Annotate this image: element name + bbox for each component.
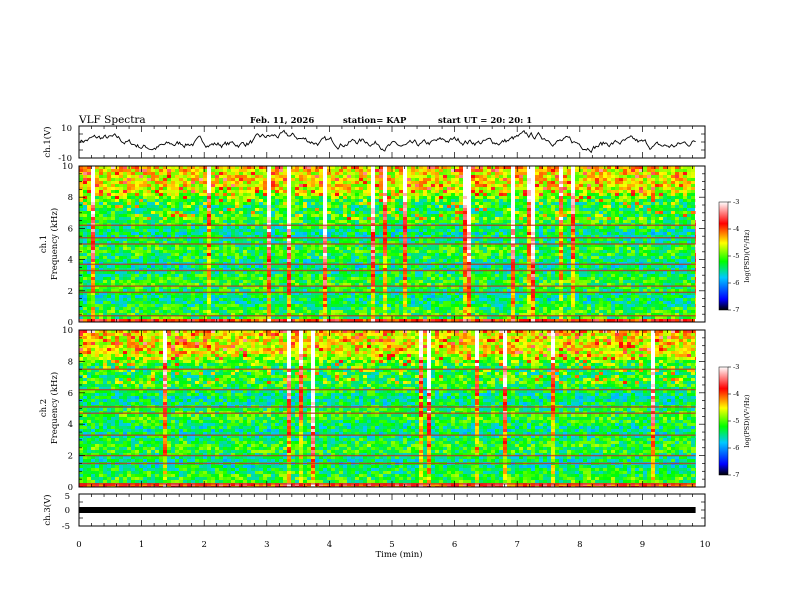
narrowband-line: [79, 285, 696, 287]
colorbar-tick-label: -4: [733, 225, 739, 233]
colorbar-tick-label: -5: [733, 252, 739, 260]
narrowband-line: [79, 291, 696, 294]
frequency-tick-label: 10: [62, 162, 73, 172]
ch1-spectrogram-panel: 0 2 4 6 8 10 ch.1 Frequency (kHz): [39, 162, 706, 328]
time-tick-label: 4: [327, 540, 332, 550]
ch3-waveform-trace: [79, 507, 696, 513]
ch1-frequency-label: Frequency (kHz): [49, 208, 60, 280]
frequency-tick-label: 0: [68, 318, 73, 328]
ch2-frequency-label: Frequency (kHz): [49, 372, 60, 444]
time-tick-label: 8: [577, 540, 582, 550]
time-axis-label: Time (min): [375, 549, 422, 560]
ch1-colorbar-label: log(PSD)(V²/Hz): [743, 229, 751, 282]
ch1-spectrogram-image: [79, 166, 696, 323]
ch2-colorbar: -3 -4 -5 -6 -7 log(PSD)(V²/Hz): [718, 363, 751, 479]
time-tick-label: 9: [640, 540, 645, 550]
ch3-ytick-top: 5: [65, 492, 70, 502]
colorbar-tick-label: -3: [733, 363, 739, 371]
colorbar-tick-label: -4: [733, 390, 739, 398]
colorbar-tick-label: -7: [733, 306, 739, 314]
time-tick-label: 1: [139, 540, 144, 550]
narrowband-line: [79, 263, 696, 265]
frequency-tick-label: 2: [68, 287, 73, 297]
ch1-ytick-top: 10: [61, 124, 72, 134]
narrowband-line: [79, 434, 696, 436]
time-tick-label: 2: [201, 540, 206, 550]
ch1-colorbar: -3 -4 -5 -6 -7 log(PSD)(V²/Hz): [718, 198, 751, 314]
ch3-ylabel: ch.3(V): [42, 494, 53, 525]
colorbar-tick-label: -3: [733, 198, 739, 206]
ch1-ylabel: ch.1: [39, 235, 49, 253]
colorbar-tick-label: -5: [733, 417, 739, 425]
narrowband-line: [79, 315, 696, 317]
narrowband-line: [79, 462, 696, 465]
frequency-tick-label: 8: [68, 193, 73, 203]
ch2-spectrogram-panel: 0 2 4 6 8 10 ch.2 Frequency (kHz): [39, 326, 706, 493]
time-tick-label: 3: [264, 540, 269, 550]
frequency-tick-label: 2: [68, 452, 73, 462]
narrowband-line: [79, 269, 696, 272]
ch2-colorbar-gradient: [718, 366, 729, 476]
ch1-ylabel: ch.1(V): [42, 126, 53, 157]
time-axis: 0 1 2 3 4 5 6 7 8 9 10: [76, 540, 710, 550]
narrowband-line: [79, 243, 696, 245]
ch1-waveform-trace: [79, 129, 696, 154]
narrowband-line: [79, 406, 696, 408]
ch1-waveform-panel: 10 -10 ch.1(V): [42, 124, 706, 164]
time-tick-label: 5: [389, 540, 394, 550]
frequency-tick-label: 0: [68, 483, 73, 493]
time-tick-label: 10: [700, 540, 711, 550]
date-label: Feb. 11, 2026: [250, 116, 314, 126]
frequency-tick-label: 4: [68, 420, 73, 430]
time-tick-label: 0: [76, 540, 81, 550]
frequency-tick-label: 6: [68, 224, 73, 234]
frequency-tick-label: 4: [68, 256, 73, 266]
narrowband-line: [79, 368, 696, 370]
colorbar-tick-label: -6: [733, 279, 739, 287]
narrowband-line: [79, 454, 696, 457]
start-ut-label: start UT = 20: 20: 1: [438, 116, 532, 126]
ch1-colorbar-gradient: [718, 201, 729, 311]
narrowband-line: [79, 483, 696, 485]
time-tick-label: 6: [452, 540, 457, 550]
ch2-colorbar-label: log(PSD)(V²/Hz): [743, 394, 751, 447]
ch3-ytick-bottom: -5: [62, 522, 70, 532]
time-tick-label: 7: [514, 540, 519, 550]
frequency-tick-label: 6: [68, 389, 73, 399]
narrowband-line: [79, 224, 696, 226]
figure-title: VLF Spectra: [78, 114, 146, 126]
colorbar-tick-label: -7: [733, 471, 739, 479]
ch2-ylabel: ch.2: [39, 399, 49, 417]
narrowband-line: [79, 388, 696, 391]
narrowband-line: [79, 237, 696, 239]
ch3-waveform-panel: 5 0 -5 ch.3(V): [42, 492, 706, 532]
narrowband-line: [79, 412, 696, 414]
frequency-tick-label: 10: [62, 326, 73, 336]
ch2-spectrogram-image: [79, 330, 696, 488]
ch3-ytick-mid: 0: [65, 506, 70, 516]
colorbar-tick-label: -6: [733, 444, 739, 452]
station-label: station= KAP: [343, 116, 407, 126]
frequency-tick-label: 8: [68, 357, 73, 367]
ch1-ytick-bottom: -10: [58, 154, 72, 164]
